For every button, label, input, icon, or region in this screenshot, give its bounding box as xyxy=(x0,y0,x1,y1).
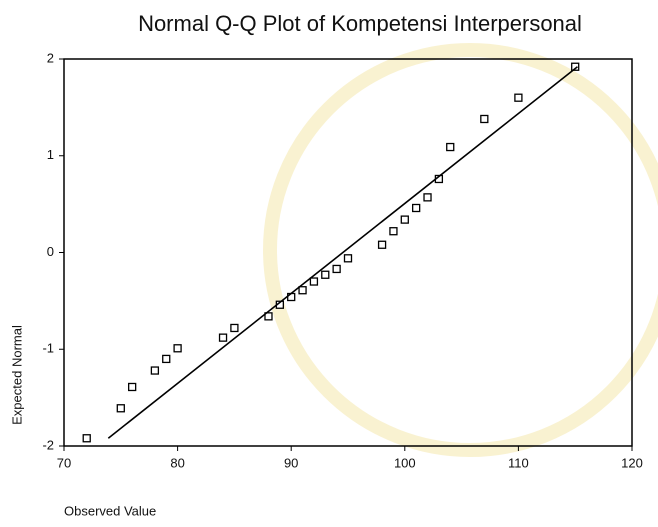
y-axis-label: Expected Normal xyxy=(9,325,24,425)
watermark-ring xyxy=(263,43,658,457)
x-tick-label: 120 xyxy=(621,455,643,470)
plot-frame xyxy=(63,58,633,447)
x-tick-label: 110 xyxy=(508,455,529,470)
point xyxy=(446,142,455,152)
point xyxy=(480,114,489,124)
point xyxy=(571,62,580,71)
point xyxy=(116,404,125,413)
watermark xyxy=(263,43,658,457)
y-tick-label: -2 xyxy=(42,437,54,452)
x-axis-label: Observed Value xyxy=(64,503,156,518)
point xyxy=(332,264,341,274)
point xyxy=(218,333,228,342)
point xyxy=(173,344,182,353)
y-tick-label: 2 xyxy=(47,50,54,65)
x-tick-label: 80 xyxy=(170,455,184,470)
point xyxy=(230,323,239,333)
point xyxy=(514,93,523,102)
x-tick-label: 70 xyxy=(57,455,71,470)
point xyxy=(343,254,353,263)
chart-title: Normal Q-Q Plot of Kompetensi Interperso… xyxy=(138,11,582,36)
point xyxy=(321,270,330,279)
point xyxy=(128,382,137,392)
point xyxy=(389,227,398,236)
point xyxy=(400,215,409,224)
point xyxy=(298,286,307,295)
point xyxy=(162,354,171,364)
y-tick-label: 1 xyxy=(47,147,54,162)
point xyxy=(412,203,421,213)
point xyxy=(82,434,91,443)
point xyxy=(264,312,273,321)
reference-line xyxy=(107,66,578,439)
point xyxy=(309,277,319,286)
point xyxy=(150,366,160,375)
point xyxy=(377,240,387,249)
y-tick-label: 0 xyxy=(47,244,54,259)
y-tick-label: -1 xyxy=(42,341,54,356)
point xyxy=(423,193,432,202)
x-tick-label: 100 xyxy=(394,455,416,470)
x-tick-label: 90 xyxy=(284,455,298,470)
